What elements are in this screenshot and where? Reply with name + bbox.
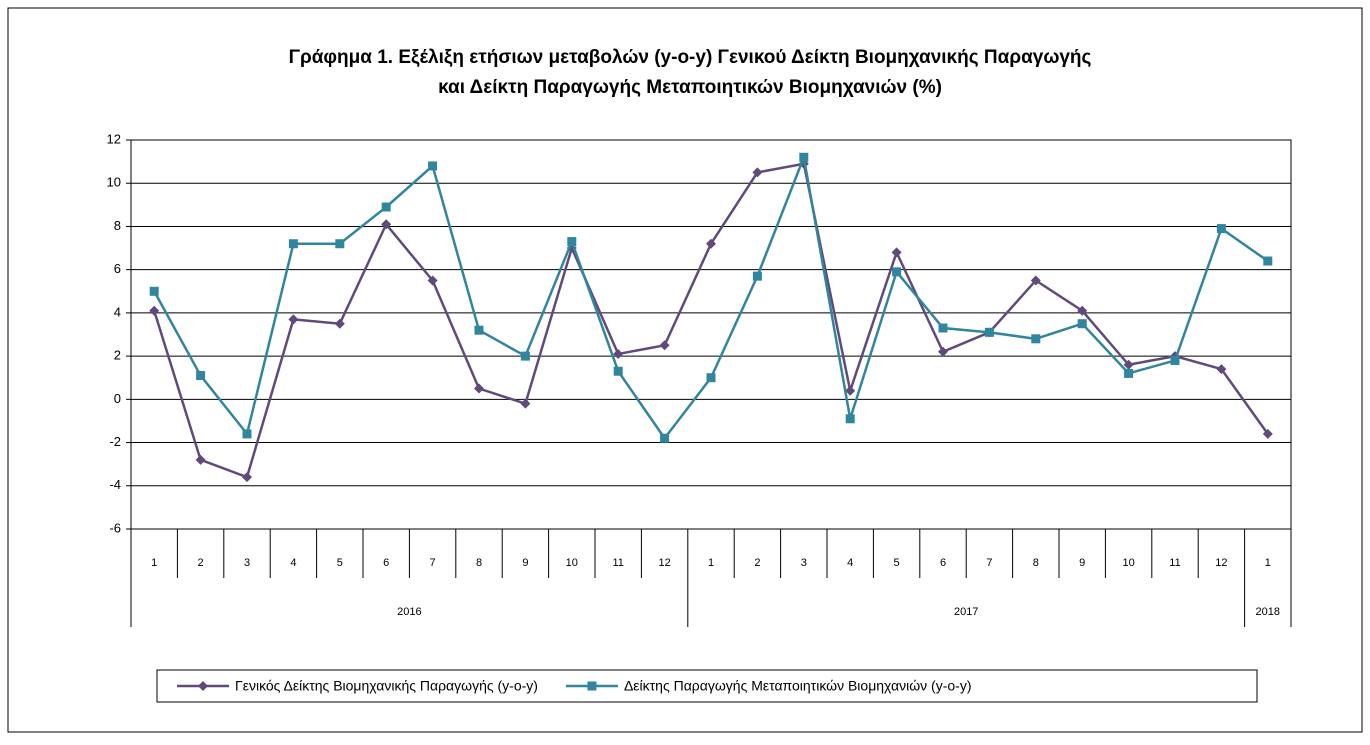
x-tick-label: 6 (940, 557, 946, 569)
marker (334, 318, 345, 329)
x-tick-label: 12 (1215, 557, 1227, 569)
x-tick-label: 8 (476, 557, 482, 569)
marker (706, 373, 716, 383)
x-tick-label: 4 (847, 557, 853, 569)
marker (335, 239, 345, 249)
marker (1216, 364, 1227, 375)
y-tick-label: -2 (109, 434, 121, 449)
x-tick-label: 6 (383, 557, 389, 569)
x-group-label: 2017 (954, 606, 978, 618)
marker (660, 433, 670, 443)
x-tick-label: 11 (1169, 557, 1180, 569)
y-tick-label: 8 (114, 218, 121, 233)
x-group-label: 2016 (397, 606, 421, 618)
y-tick-label: 6 (114, 261, 121, 276)
x-tick-label: 2 (754, 557, 760, 569)
x-tick-label: 5 (337, 557, 343, 569)
x-tick-label: 4 (290, 557, 296, 569)
y-tick-label: 12 (107, 131, 121, 146)
marker (1077, 305, 1088, 316)
x-tick-label: 3 (801, 557, 807, 569)
x-tick-label: 9 (522, 557, 528, 569)
legend-label: Δείκτης Παραγωγής Μεταποιητικών Βιομηχαν… (624, 678, 972, 694)
legend-label: Γενικός Δείκτης Βιομηχανικής Παραγωγής (… (235, 678, 538, 694)
marker (938, 323, 948, 333)
marker (195, 454, 206, 465)
x-tick-label: 11 (612, 557, 623, 569)
marker (1031, 334, 1041, 344)
marker (984, 327, 994, 337)
marker (799, 152, 809, 162)
marker (659, 340, 670, 351)
marker (381, 219, 392, 230)
marker (938, 346, 948, 357)
marker (891, 247, 902, 258)
y-tick-label: -4 (109, 477, 121, 492)
marker (752, 167, 763, 178)
x-tick-label: 2 (198, 557, 204, 569)
y-tick-label: -6 (109, 520, 121, 535)
marker (706, 238, 716, 249)
y-tick-label: 0 (114, 391, 121, 406)
marker (288, 239, 298, 249)
marker (1124, 368, 1134, 378)
chart-title: Γράφημα 1. Εξέλιξη ετήσιων μεταβολών (y-… (289, 47, 1092, 68)
x-group-label: 2018 (1256, 606, 1280, 618)
marker (845, 385, 856, 396)
marker (520, 398, 531, 409)
x-tick-label: 7 (430, 557, 436, 569)
chart-title: και Δείκτη Παραγωγής Μεταποιητικών Βιομη… (438, 77, 942, 98)
marker (752, 271, 762, 281)
marker (196, 371, 206, 381)
x-tick-label: 3 (244, 557, 250, 569)
x-tick-label: 8 (1033, 557, 1039, 569)
x-tick-label: 1 (708, 557, 714, 569)
marker (1077, 319, 1087, 329)
x-tick-label: 9 (1079, 557, 1085, 569)
marker (427, 275, 438, 286)
x-tick-label: 5 (894, 557, 900, 569)
x-tick-label: 7 (986, 557, 992, 569)
marker (1262, 428, 1273, 439)
x-tick-label: 1 (1265, 557, 1271, 569)
marker (520, 351, 530, 361)
x-tick-label: 10 (1122, 557, 1134, 569)
marker (242, 472, 252, 483)
plot-frame (130, 139, 1292, 530)
marker (288, 314, 299, 325)
marker (474, 325, 484, 335)
legend-box (156, 669, 1258, 703)
y-tick-label: 10 (107, 175, 121, 190)
marker (845, 414, 855, 424)
marker (428, 161, 438, 171)
marker (1263, 256, 1273, 266)
marker (613, 348, 624, 359)
marker (149, 286, 159, 296)
marker (1170, 355, 1180, 365)
marker (1123, 359, 1134, 370)
marker (242, 429, 252, 439)
x-tick-label: 1 (151, 557, 157, 569)
y-tick-label: 4 (114, 304, 121, 319)
marker (587, 681, 597, 691)
y-tick-label: 2 (114, 348, 121, 363)
x-tick-label: 12 (658, 557, 670, 569)
marker (567, 237, 577, 247)
marker (198, 681, 208, 691)
marker (1030, 275, 1041, 286)
marker (613, 366, 623, 376)
marker (474, 383, 484, 394)
marker (149, 305, 160, 316)
x-tick-label: 10 (566, 557, 578, 569)
marker (892, 267, 902, 277)
chart-frame (7, 7, 1363, 733)
marker (381, 202, 391, 212)
marker (1216, 224, 1226, 234)
